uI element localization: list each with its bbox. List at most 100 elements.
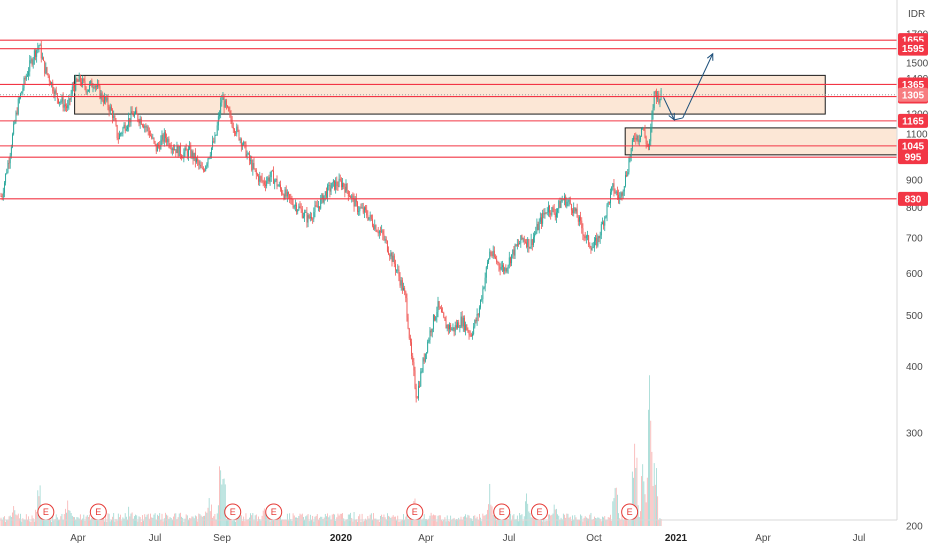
candle-body <box>268 177 270 182</box>
candle-body <box>44 60 46 74</box>
volume-bar <box>606 520 608 526</box>
candle-body <box>170 147 172 150</box>
candle-body <box>303 216 304 218</box>
candle-body <box>292 203 294 208</box>
candle-body <box>580 216 582 221</box>
volume-bar <box>395 516 396 526</box>
candle-body <box>551 207 553 215</box>
volume-bar <box>129 516 131 526</box>
volume-bar <box>441 520 442 526</box>
candle-body <box>138 120 140 124</box>
volume-bar <box>282 519 284 526</box>
volume-bar <box>99 519 101 526</box>
candle-body <box>499 266 501 270</box>
volume-bar <box>30 521 32 526</box>
volume-bar <box>483 515 485 526</box>
candle-body <box>579 216 580 222</box>
candle-body <box>592 247 594 249</box>
volume-bar <box>452 518 454 526</box>
candle-body <box>31 59 33 65</box>
volume-bar <box>121 520 123 526</box>
projection-arrowhead <box>668 112 675 121</box>
volume-bar <box>621 512 623 526</box>
volume-bar <box>462 516 464 526</box>
candle-body <box>354 198 356 207</box>
volume-bar <box>50 520 51 526</box>
candle-body <box>370 214 372 220</box>
candle-body <box>581 220 583 229</box>
y-axis[interactable]: 2003004005006007008009001000110012001300… <box>906 30 929 533</box>
volume-bar <box>74 517 75 526</box>
volume-bar <box>206 512 208 526</box>
candle-body <box>469 334 471 336</box>
candle-body <box>251 159 253 171</box>
candle-body <box>150 135 151 137</box>
level-label-box <box>898 150 928 165</box>
candle-body <box>389 254 391 257</box>
candle-body <box>420 371 422 387</box>
volume-bar <box>82 518 84 526</box>
candle-body <box>568 199 570 202</box>
level-label: 1655 <box>902 36 925 47</box>
candle-body <box>412 356 414 363</box>
candle-body <box>565 196 567 207</box>
volume-bar <box>408 518 410 526</box>
candle-body <box>270 170 272 178</box>
zone-box <box>74 74 826 115</box>
x-tick-label: Oct <box>586 533 602 544</box>
volume-bar <box>515 519 517 526</box>
volume-bar <box>168 518 170 526</box>
volume-bar <box>313 521 315 526</box>
candle-body <box>66 106 67 108</box>
candle-body <box>569 199 571 205</box>
volume-bar <box>283 520 285 526</box>
candle-body <box>552 207 554 209</box>
volume-bar <box>397 515 399 526</box>
volume-bar <box>438 515 440 526</box>
candle-body <box>615 191 617 193</box>
candle-body <box>408 328 410 339</box>
candle-body <box>399 276 401 286</box>
volume-bar <box>234 518 235 526</box>
volume-bar <box>177 517 179 526</box>
volume-bar <box>366 519 368 526</box>
volume-bar <box>608 517 610 526</box>
volume-bar <box>94 516 96 526</box>
volume-layer <box>0 375 662 526</box>
x-tick-label: Jul <box>503 533 516 544</box>
volume-bar <box>568 517 570 526</box>
candle-body <box>537 224 539 230</box>
y-tick-label: 500 <box>906 311 923 322</box>
volume-bar <box>62 519 64 526</box>
candle-body <box>29 60 31 72</box>
candle-body <box>576 208 578 218</box>
volume-bar <box>460 516 462 526</box>
candle-body <box>52 82 54 92</box>
volume-bar <box>378 521 380 526</box>
volume-bar <box>365 518 366 526</box>
candle-body <box>418 385 419 399</box>
volume-bar <box>193 518 195 526</box>
volume-bar <box>7 520 9 526</box>
candle-body <box>124 124 126 131</box>
candle-body <box>300 207 302 210</box>
volume-bar <box>385 519 387 526</box>
candle-body <box>232 127 234 130</box>
volume-bar <box>139 517 141 526</box>
candle-body <box>334 180 335 190</box>
candle-body <box>108 106 110 112</box>
candle-body <box>14 121 16 124</box>
candle-body <box>239 138 241 140</box>
candle-body <box>296 204 297 212</box>
candle-body <box>184 147 186 153</box>
candle-body <box>278 184 280 186</box>
candle-body <box>153 137 155 142</box>
volume-bar <box>76 517 78 526</box>
volume-bar <box>0 517 2 526</box>
candle-body <box>229 110 231 114</box>
candle-body <box>190 146 192 157</box>
level-label-box <box>898 191 928 206</box>
volume-bar <box>273 517 274 526</box>
x-axis[interactable]: Apr Jul Sep 2020 Apr Jul Oct 2021 Apr Jul <box>70 533 865 544</box>
